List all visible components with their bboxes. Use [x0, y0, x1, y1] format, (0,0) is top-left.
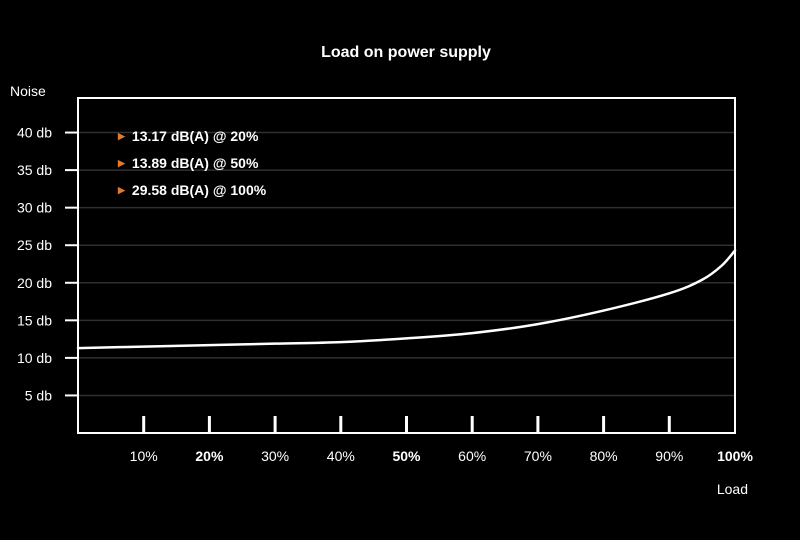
y-axis-ticks: 5 db 10 db 15 db 20 db 25 db 30 db 35 db 40 db — [17, 125, 78, 403]
x-tick-label: 70% — [524, 448, 552, 464]
annotation-1: ▶ 13.17 dB(A) @ 20% — [118, 128, 258, 144]
y-tick-label: 15 db — [17, 312, 52, 328]
orange-arrow-icon: ▶ — [118, 130, 125, 141]
y-tick-label: 35 db — [17, 162, 52, 178]
annotation-2: ▶ 13.89 dB(A) @ 50% — [118, 155, 258, 171]
x-tick-label: 50% — [392, 448, 421, 464]
grid-lines — [78, 131, 735, 397]
x-tick-label: 10% — [130, 448, 158, 464]
y-tick-label: 20 db — [17, 275, 52, 291]
annotation-text: 13.89 dB(A) @ 50% — [131, 155, 259, 171]
plot-frame — [77, 97, 736, 434]
x-tick-label: 60% — [458, 448, 486, 464]
annotation-text: 29.58 dB(A) @ 100% — [131, 182, 267, 198]
annotation-text: 13.17 dB(A) @ 20% — [131, 128, 259, 144]
x-tick-label: 30% — [261, 448, 289, 464]
x-tick-label: 20% — [195, 448, 224, 464]
y-tick-label: 40 db — [17, 125, 52, 141]
x-tick-label: 90% — [655, 448, 683, 464]
x-tick-label: 100% — [717, 448, 753, 464]
chart-title: Load on power supply — [321, 44, 491, 61]
annotation-3: ▶ 29.58 dB(A) @ 100% — [118, 182, 266, 198]
x-tick-label: 40% — [327, 448, 355, 464]
y-tick-label: 30 db — [17, 200, 52, 216]
y-tick-label: 5 db — [25, 387, 52, 403]
orange-arrow-icon: ▶ — [118, 157, 125, 168]
orange-arrow-icon: ▶ — [118, 184, 125, 195]
y-tick-label: 25 db — [17, 237, 52, 253]
x-axis-ticks: 10% 20% 30% 40% 50% 60% 70% 80% 90% 100% — [130, 416, 753, 464]
y-axis-label: Noise — [10, 83, 46, 99]
series-line — [76, 249, 737, 350]
x-axis-label: Load — [717, 481, 748, 497]
y-tick-label: 10 db — [17, 350, 52, 366]
x-tick-label: 80% — [590, 448, 618, 464]
